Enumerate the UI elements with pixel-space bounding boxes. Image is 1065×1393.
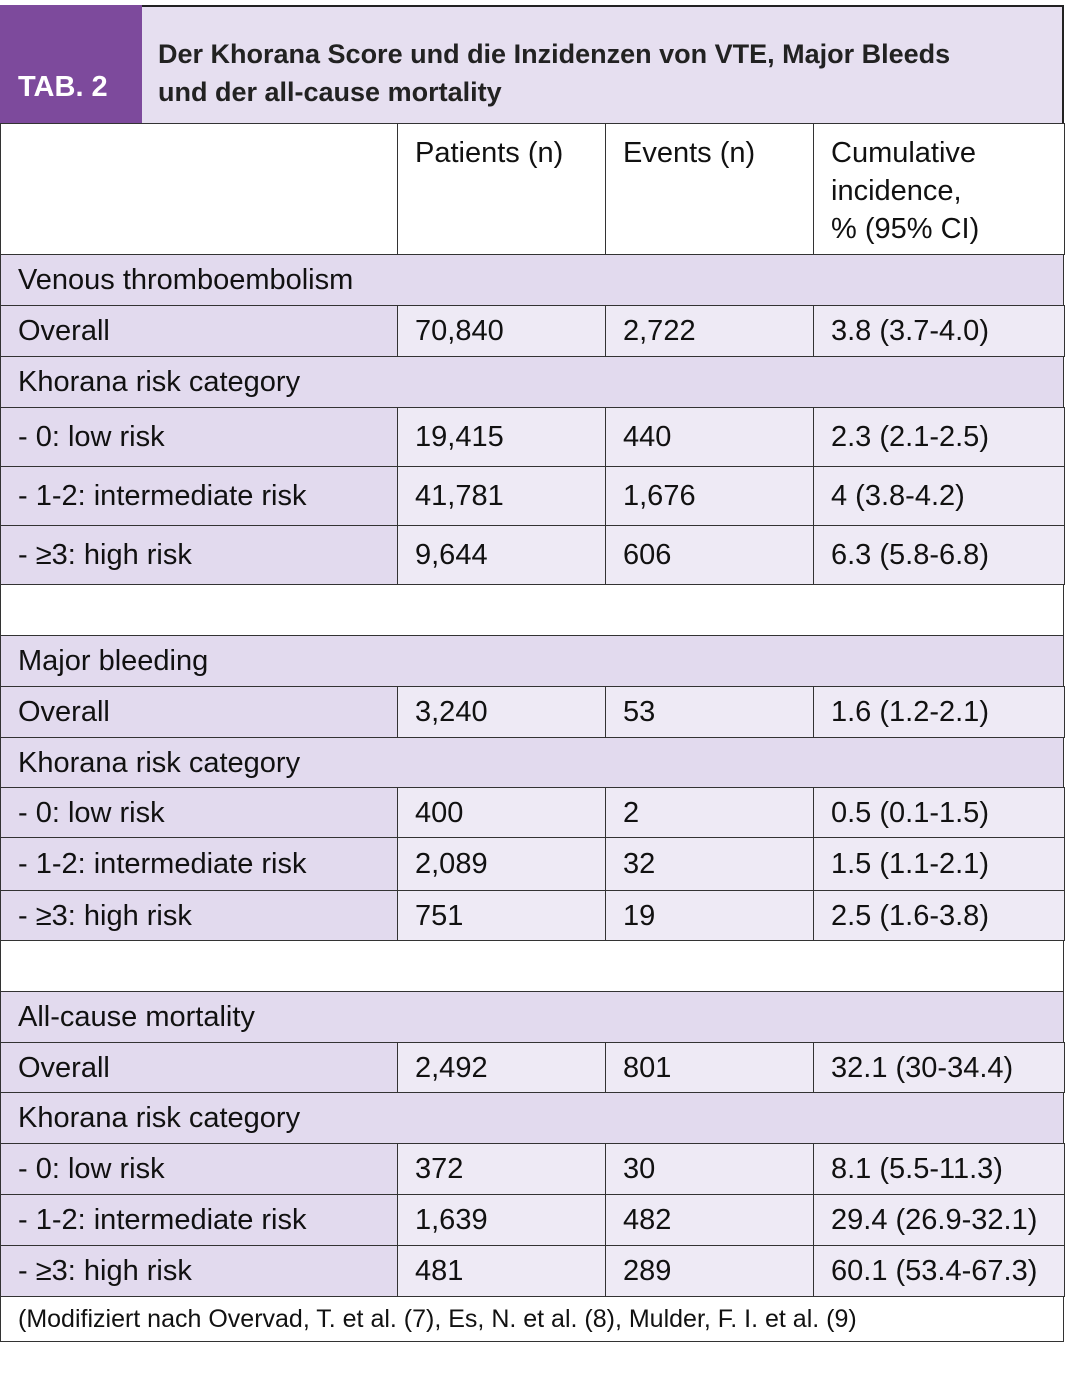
data-cell: 53 [605, 686, 814, 738]
table-title: Der Khorana Score und die Inzidenzen von… [158, 35, 950, 111]
data-cell: 606 [605, 525, 814, 585]
data-cell: 19,415 [397, 407, 606, 467]
header-cell [0, 123, 398, 255]
column-header: Cumulative incidence, % (95% CI) [813, 123, 1065, 255]
data-cell: 1,639 [397, 1194, 606, 1246]
data-cell: 751 [397, 890, 606, 941]
data-cell: 440 [605, 407, 814, 467]
table-label: TAB. 2 [18, 71, 108, 103]
column-header: Events (n) [605, 123, 814, 255]
row-label: - ≥3: high risk [0, 1245, 398, 1297]
label-box: TAB. 2 [0, 5, 142, 123]
data-cell: 19 [605, 890, 814, 941]
data-cell: 1,676 [605, 466, 814, 526]
data-cell: 2,089 [397, 837, 606, 891]
data-cell: 29.4 (26.9-32.1) [813, 1194, 1065, 1246]
row-label: Overall [0, 686, 398, 738]
data-cell: 9,644 [397, 525, 606, 585]
data-cell: 2.3 (2.1-2.5) [813, 407, 1065, 467]
data-cell: 30 [605, 1143, 814, 1195]
section-row: Khorana risk category [0, 1092, 1064, 1144]
data-cell: 3.8 (3.7-4.0) [813, 305, 1065, 357]
data-cell: 400 [397, 787, 606, 838]
data-cell: 1.5 (1.1-2.1) [813, 837, 1065, 891]
row-label: - ≥3: high risk [0, 890, 398, 941]
data-cell: 60.1 (53.4-67.3) [813, 1245, 1065, 1297]
data-cell: 0.5 (0.1-1.5) [813, 787, 1065, 838]
row-label: - ≥3: high risk [0, 525, 398, 585]
data-cell: 2,722 [605, 305, 814, 357]
data-cell: 2,492 [397, 1042, 606, 1093]
row-label: - 1-2: intermediate risk [0, 837, 398, 891]
row-label: - 0: low risk [0, 1143, 398, 1195]
data-cell: 1.6 (1.2-2.1) [813, 686, 1065, 738]
data-cell: 482 [605, 1194, 814, 1246]
data-cell: 32 [605, 837, 814, 891]
section-row: Khorana risk category [0, 737, 1064, 788]
data-cell: 289 [605, 1245, 814, 1297]
blank-row [0, 584, 1064, 636]
data-cell: 3,240 [397, 686, 606, 738]
data-cell: 8.1 (5.5-11.3) [813, 1143, 1065, 1195]
data-cell: 70,840 [397, 305, 606, 357]
column-header: Patients (n) [397, 123, 606, 255]
section-row: Khorana risk category [0, 356, 1064, 408]
data-cell: 2 [605, 787, 814, 838]
title-line: Der Khorana Score und die Inzidenzen von… [158, 39, 951, 69]
data-cell: 6.3 (5.8-6.8) [813, 525, 1065, 585]
blank-row [0, 940, 1064, 992]
title-box: Der Khorana Score und die Inzidenzen von… [142, 5, 1064, 123]
row-label: - 0: low risk [0, 787, 398, 838]
data-cell: 4 (3.8-4.2) [813, 466, 1065, 526]
data-cell: 481 [397, 1245, 606, 1297]
section-row: All-cause mortality [0, 991, 1064, 1043]
data-cell: 801 [605, 1042, 814, 1093]
section-row: Venous thromboembolism [0, 254, 1064, 306]
data-cell: 372 [397, 1143, 606, 1195]
data-cell: 41,781 [397, 466, 606, 526]
row-label: Overall [0, 1042, 398, 1093]
row-label: - 0: low risk [0, 407, 398, 467]
data-cell: 2.5 (1.6-3.8) [813, 890, 1065, 941]
row-label: - 1-2: intermediate risk [0, 1194, 398, 1246]
section-row: Major bleeding [0, 635, 1064, 687]
data-cell: 32.1 (30-34.4) [813, 1042, 1065, 1093]
title-line: und der all-cause mortality [158, 77, 502, 107]
row-label: - 1-2: intermediate risk [0, 466, 398, 526]
footnote: (Modifiziert nach Overvad, T. et al. (7)… [0, 1296, 1064, 1342]
row-label: Overall [0, 305, 398, 357]
